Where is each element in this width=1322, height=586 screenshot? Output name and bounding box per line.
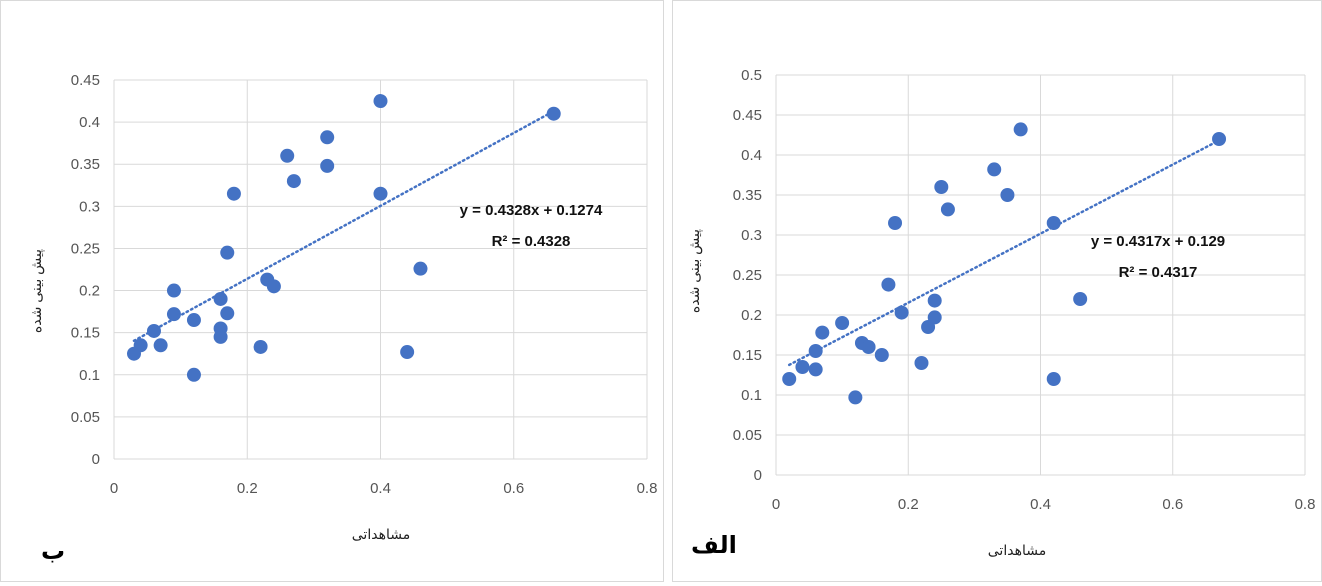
y-tick-label: 0.45 bbox=[71, 72, 100, 89]
data-point bbox=[413, 261, 428, 276]
data-point bbox=[373, 186, 388, 201]
data-point bbox=[373, 94, 388, 109]
data-point bbox=[166, 283, 181, 298]
data-point bbox=[888, 216, 903, 230]
trendline-equation: y = 0.4317x + 0.129 bbox=[1091, 233, 1225, 250]
y-tick-label: 0.5 bbox=[741, 67, 762, 84]
chart-panel-left: 0 0.05 0.1 0.15 0.2 0.25 0.3 0.35 0.4 0.45 0 0.2 0.4… bbox=[0, 0, 664, 582]
data-point bbox=[400, 345, 415, 360]
y-tick-label: 0.4 bbox=[741, 147, 762, 164]
data-point bbox=[808, 344, 823, 358]
data-point bbox=[987, 162, 1002, 177]
x-axis-title: مشاهداتی bbox=[352, 526, 410, 542]
data-point bbox=[881, 277, 896, 292]
data-point bbox=[286, 174, 301, 189]
x-tick-label: 0.4 bbox=[1030, 496, 1051, 513]
panel-label: ب bbox=[41, 538, 65, 565]
x-tick-label: 0.4 bbox=[370, 480, 391, 497]
trendline-equation: y = 0.4328x + 0.1274 bbox=[460, 202, 603, 219]
y-tick-label: 0.15 bbox=[71, 325, 100, 342]
x-tick-label: 0.6 bbox=[1162, 496, 1183, 513]
y-tick-label: 0.1 bbox=[79, 367, 100, 384]
y-tick-label: 0.45 bbox=[733, 107, 762, 124]
data-point bbox=[894, 305, 909, 320]
data-point bbox=[320, 158, 335, 173]
data-point bbox=[795, 360, 810, 374]
data-point bbox=[835, 316, 850, 330]
data-point bbox=[782, 372, 797, 386]
data-point bbox=[166, 307, 181, 322]
y-tick-label: 0.4 bbox=[79, 114, 100, 131]
data-point bbox=[914, 356, 929, 370]
data-point bbox=[927, 293, 942, 308]
y-tick-label: 0.2 bbox=[741, 307, 762, 324]
x-tick-label: 0.2 bbox=[237, 480, 258, 497]
data-point bbox=[280, 148, 295, 163]
x-axis-title: مشاهداتی bbox=[988, 542, 1046, 558]
data-point bbox=[934, 180, 949, 194]
data-point bbox=[1013, 122, 1028, 137]
y-tick-label: 0.25 bbox=[71, 240, 100, 257]
trendline bbox=[787, 139, 1221, 367]
y-axis-title: پیش بینی شده bbox=[686, 229, 703, 313]
data-point bbox=[226, 186, 241, 201]
x-tick-label: 0 bbox=[110, 480, 118, 497]
y-tick-label: 0 bbox=[754, 467, 762, 484]
data-point bbox=[186, 313, 201, 328]
x-tick-label: 0.6 bbox=[503, 480, 524, 497]
data-point bbox=[815, 325, 830, 340]
chart-panel-right: 0 0.05 0.1 0.15 0.2 0.25 0.3 0.35 0.4 0.45 0.5 0 0.2… bbox=[672, 0, 1322, 582]
data-point bbox=[213, 321, 228, 336]
y-tick-label: 0.05 bbox=[733, 427, 762, 444]
x-tick-label: 0 bbox=[772, 496, 780, 513]
data-point bbox=[808, 362, 823, 377]
data-point bbox=[1046, 372, 1061, 386]
data-point bbox=[253, 339, 268, 354]
data-point bbox=[940, 202, 955, 217]
data-point bbox=[153, 338, 168, 353]
y-tick-label: 0.1 bbox=[741, 387, 762, 404]
y-tick-label: 0.35 bbox=[71, 156, 100, 173]
data-point bbox=[874, 348, 889, 362]
x-tick-label: 0.8 bbox=[637, 480, 658, 497]
y-tick-label: 0.2 bbox=[79, 283, 100, 300]
data-point bbox=[546, 106, 561, 121]
data-point bbox=[320, 130, 335, 145]
y-tick-label: 0.15 bbox=[733, 347, 762, 364]
data-point bbox=[1073, 292, 1088, 306]
data-point bbox=[213, 291, 228, 306]
panel-label: الف bbox=[691, 532, 737, 559]
y-tick-label: 0.25 bbox=[733, 267, 762, 284]
data-point bbox=[133, 338, 148, 353]
r-squared-label: R² = 0.4328 bbox=[492, 233, 571, 250]
data-point bbox=[220, 306, 235, 321]
y-tick-label: 0 bbox=[92, 451, 100, 468]
y-tick-label: 0.3 bbox=[741, 227, 762, 244]
scatter-chart-left: 0 0.05 0.1 0.15 0.2 0.25 0.3 0.35 0.4 0.45 0 0.2 0.4… bbox=[28, 72, 658, 565]
data-point bbox=[927, 310, 942, 325]
data-point bbox=[1046, 216, 1061, 230]
x-tick-label: 0.8 bbox=[1295, 496, 1316, 513]
y-axis-title: پیش بینی شده bbox=[28, 249, 45, 333]
data-point bbox=[1212, 132, 1227, 146]
x-tick-label: 0.2 bbox=[898, 496, 919, 513]
scatter-chart-right: 0 0.05 0.1 0.15 0.2 0.25 0.3 0.35 0.4 0.45 0.5 0 0.2… bbox=[686, 67, 1316, 559]
data-point bbox=[146, 323, 161, 338]
y-tick-label: 0.35 bbox=[733, 187, 762, 204]
r-squared-label: R² = 0.4317 bbox=[1119, 264, 1198, 281]
data-point bbox=[861, 340, 876, 354]
data-point bbox=[266, 279, 281, 294]
y-tick-label: 0.3 bbox=[79, 198, 100, 215]
data-point bbox=[186, 367, 201, 382]
data-point bbox=[848, 390, 863, 405]
data-point bbox=[1000, 188, 1015, 202]
data-point bbox=[220, 245, 235, 260]
trendline bbox=[132, 109, 555, 343]
y-tick-label: 0.05 bbox=[71, 409, 100, 426]
